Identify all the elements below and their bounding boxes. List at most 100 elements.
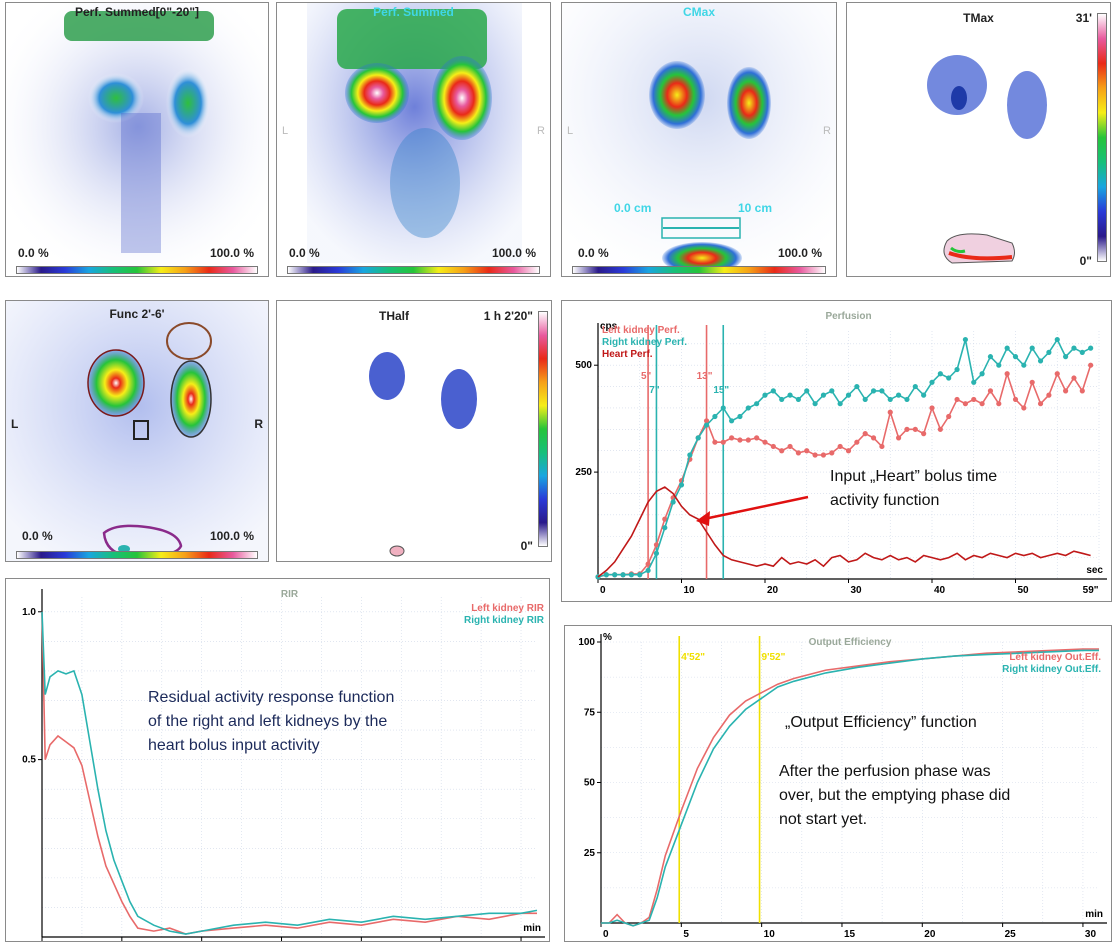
data-point: [779, 396, 785, 403]
data-point: [979, 371, 985, 377]
legend-entry: Left kidney Perf.: [602, 325, 680, 336]
data-point: [954, 366, 960, 373]
cmax-image: [562, 3, 836, 276]
chart-title: Output Efficiency: [809, 637, 892, 648]
data-point: [987, 388, 994, 394]
cmax-max: 100.0 %: [777, 246, 822, 260]
data-point: [637, 572, 643, 578]
data-point: [1046, 392, 1052, 398]
x-tick-label: 25: [1005, 929, 1017, 940]
series-line: [597, 486, 1091, 578]
data-point: [754, 435, 760, 441]
legend-entry: Heart Perf.: [602, 349, 653, 360]
thalf-panel: THalf 1 h 2'20" 0": [276, 300, 552, 562]
output-efficiency-chart-panel: 0 5 10 15 20 25 30 25 50 75 100% min Output Efficien…: [564, 625, 1112, 942]
data-point: [862, 396, 868, 403]
cmax-scale-start: 0.0 cm: [614, 201, 652, 215]
y-tick-label: 1.0: [22, 607, 36, 618]
x-tick-label: 30: [851, 585, 863, 596]
data-point: [887, 409, 893, 415]
data-point: [1012, 396, 1019, 403]
func-panel: Func 2'-6' L R 0.0 % 100.0 %: [5, 300, 269, 562]
data-point: [1088, 362, 1094, 368]
data-point: [971, 379, 977, 385]
cmax-colorbar: [572, 266, 826, 274]
x-tick-label: 10: [764, 929, 776, 940]
y-tick-label: 250: [575, 467, 592, 478]
func-image: [6, 301, 268, 561]
data-point: [962, 401, 968, 407]
data-point: [937, 371, 943, 377]
data-point: [879, 388, 885, 394]
data-point: [812, 452, 818, 458]
x-axis-label: min: [523, 923, 541, 934]
data-point: [703, 422, 710, 428]
tmax-colorbar: [1097, 13, 1107, 262]
data-point: [678, 482, 685, 488]
series-line: [601, 649, 1099, 927]
tmax-bottom-right: 0": [1079, 254, 1092, 268]
x-axis-label: sec: [1086, 565, 1103, 576]
data-point: [770, 443, 776, 450]
data-point: [929, 379, 935, 385]
marker-label: 4'52": [681, 652, 705, 663]
data-point: [946, 413, 952, 420]
data-point: [787, 392, 793, 398]
perfusion-left-marker: L: [282, 125, 289, 137]
marker-label: 5": [641, 371, 652, 382]
data-point: [854, 439, 860, 445]
data-point: [879, 443, 885, 450]
data-point: [1029, 345, 1035, 351]
data-point: [870, 435, 877, 441]
perf-summed-max: 100.0 %: [209, 246, 254, 260]
data-point: [1004, 345, 1010, 351]
thalf-title: THalf: [379, 309, 409, 323]
data-point: [896, 392, 902, 398]
marker-label: 9'52": [762, 652, 786, 663]
data-point: [779, 448, 785, 454]
func-max: 100.0 %: [209, 529, 254, 543]
data-point: [612, 572, 618, 578]
data-point: [737, 413, 743, 420]
data-point: [812, 401, 818, 407]
oe-annotation: „Output Efficiency” function: [785, 714, 977, 731]
data-point: [845, 392, 852, 398]
marker-label: 13": [697, 371, 713, 382]
perfusion-image: [307, 3, 522, 263]
data-point: [712, 439, 718, 445]
y-tick-label: 75: [584, 707, 596, 718]
data-point: [620, 572, 626, 578]
data-point: [829, 388, 835, 394]
data-point: [729, 435, 735, 441]
y-tick-label: 50: [584, 778, 596, 789]
cmax-scale-end: 10 cm: [738, 201, 773, 215]
data-point: [1021, 405, 1027, 411]
data-point: [829, 450, 835, 456]
data-point: [954, 396, 960, 403]
data-point: [687, 452, 693, 458]
data-point: [1088, 345, 1094, 351]
data-point: [720, 439, 726, 445]
perf-summed-title: Perf. Summed[0"-20"]: [74, 5, 200, 19]
x-tick-label: 20: [767, 585, 779, 596]
legend-entry: Right kidney Perf.: [602, 337, 687, 348]
chart-title: RIR: [281, 589, 299, 600]
data-point: [1054, 336, 1060, 343]
series-line: [597, 337, 1091, 578]
data-point: [904, 426, 910, 432]
data-point: [729, 418, 735, 424]
heart-bolus-annotation: Input „Heart” bolus time activity functi…: [830, 468, 998, 509]
series-line: [41, 611, 537, 935]
data-point: [1079, 349, 1085, 355]
data-point: [946, 375, 952, 381]
cmax-min: 0.0 %: [578, 246, 609, 260]
perf-summed-min: 0.0 %: [18, 246, 49, 260]
data-point: [670, 499, 676, 505]
x-tick-label: 59": [1083, 585, 1099, 596]
data-point: [1079, 388, 1085, 394]
series-line: [41, 611, 538, 935]
data-point: [804, 388, 810, 394]
y-axis-label: cps: [600, 321, 618, 332]
legend-entry: Right kidney RIR: [464, 615, 545, 626]
data-point: [912, 426, 918, 432]
